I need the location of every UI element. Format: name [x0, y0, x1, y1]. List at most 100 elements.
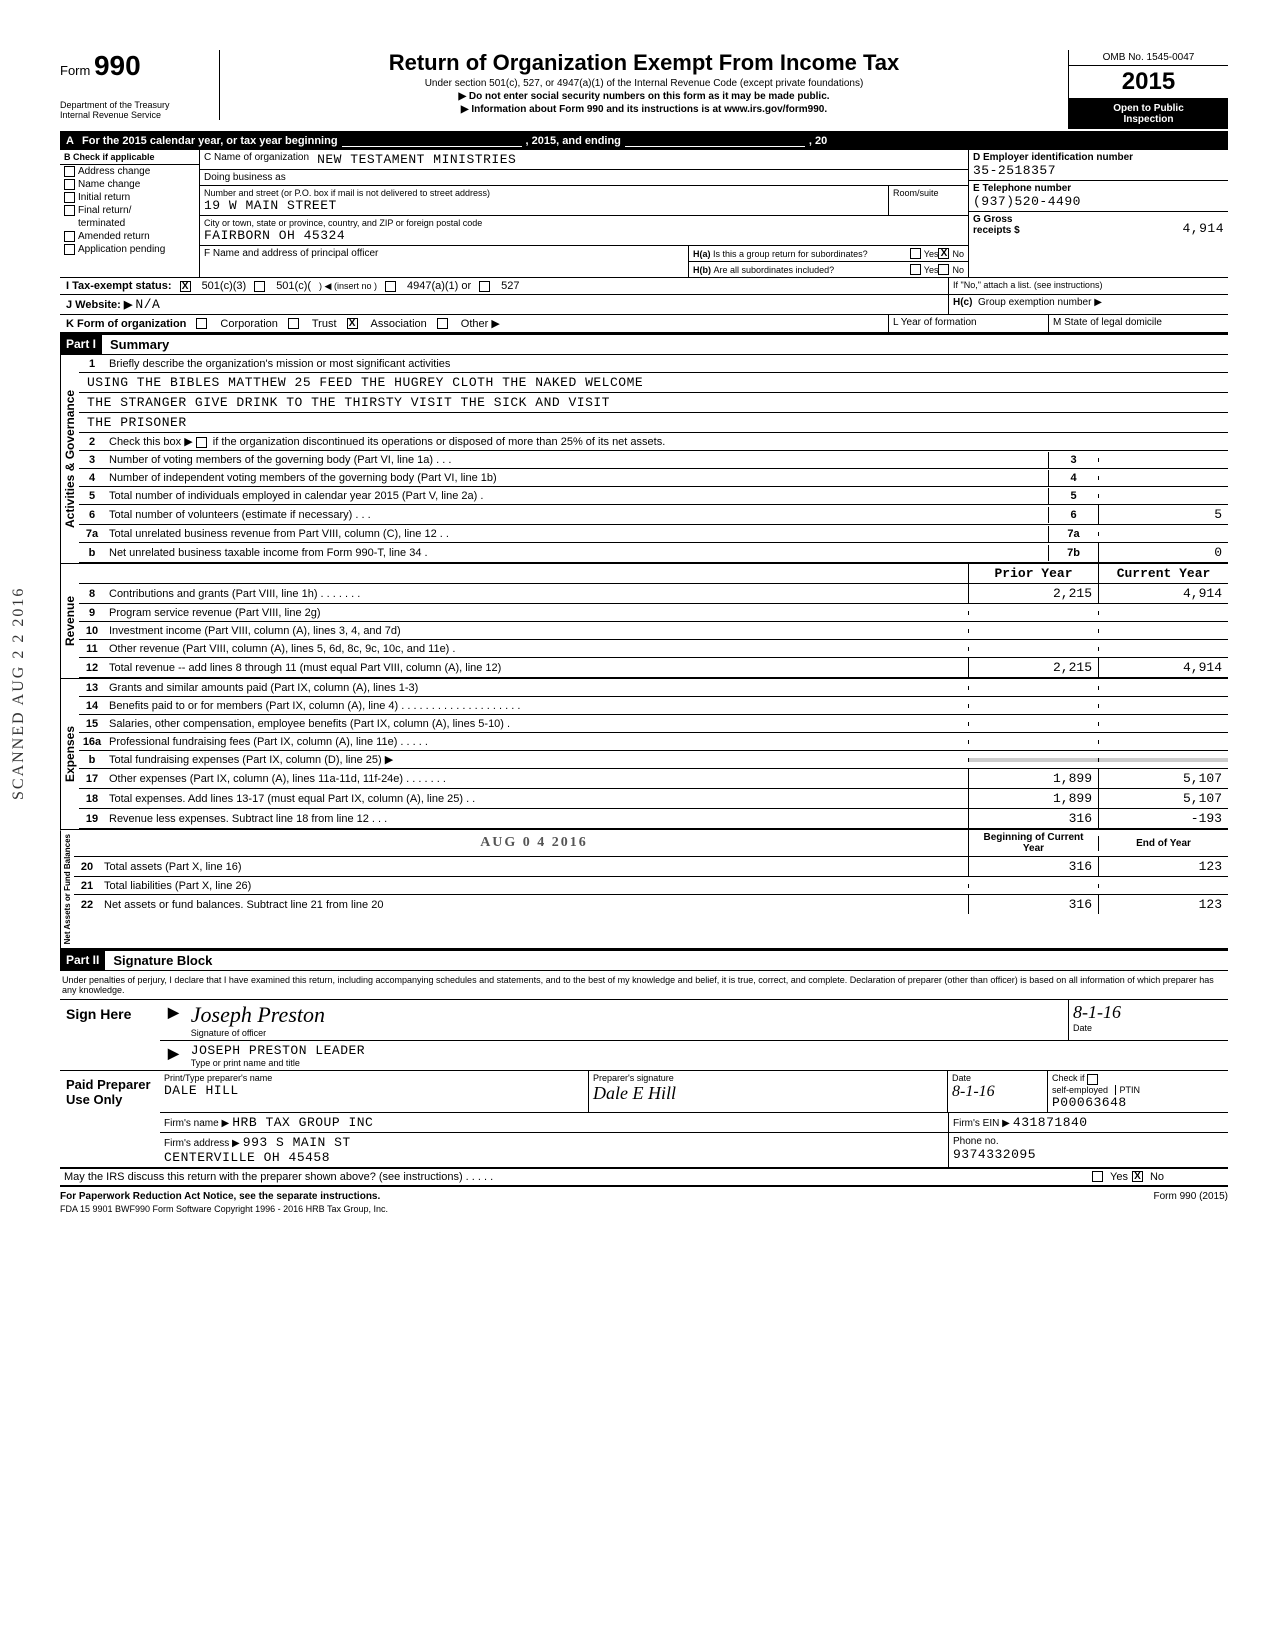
f-label: F Name and address of principal officer [204, 248, 684, 259]
chk-corp[interactable] [196, 318, 207, 329]
chk-discuss-no[interactable]: X [1132, 1171, 1143, 1182]
b-header: B Check if applicable [60, 150, 199, 165]
chk-self-employed[interactable] [1087, 1074, 1098, 1085]
chk-amended-return[interactable] [64, 231, 75, 242]
street-value: 19 W MAIN STREET [204, 198, 884, 213]
officer-signature: Joseph Preston [191, 1002, 1064, 1028]
omb-box: OMB No. 1545-0047 2015 Open to PublicIns… [1068, 50, 1228, 129]
part-1-body: Activities & Governance 1 Briefly descri… [60, 355, 1228, 563]
form-990-page: Form 990 Department of the Treasury Inte… [60, 50, 1228, 1216]
perjury-statement: Under penalties of perjury, I declare th… [60, 971, 1228, 1000]
chk-final-return[interactable] [64, 205, 75, 216]
line-a: A For the 2015 calendar year, or tax yea… [60, 133, 1228, 150]
form-header: Form 990 Department of the Treasury Inte… [60, 50, 1228, 133]
chk-other[interactable] [437, 318, 448, 329]
tax-year: 2015 [1069, 66, 1228, 99]
form-title: Return of Organization Exempt From Incom… [228, 50, 1060, 76]
received-stamp: AUG 0 4 2016 [480, 835, 588, 850]
chk-assoc[interactable]: X [347, 318, 358, 329]
form-subtitle: Under section 501(c), 527, or 4947(a)(1)… [228, 78, 1060, 89]
officer-name-title: JOSEPH PRESTON LEADER [191, 1043, 1224, 1058]
preparer-date: 8-1-16 [952, 1083, 1043, 1101]
dept-2: Internal Revenue Service [60, 110, 211, 120]
m-label: M State of legal domicile [1048, 315, 1228, 332]
section-c: C Name of organization NEW TESTAMENT MIN… [200, 150, 968, 277]
line-j: J Website: ▶ N/A H(c) Group exemption nu… [60, 295, 1228, 315]
vert-netassets: Net Assets or Fund Balances [60, 830, 74, 948]
city-label: City or town, state or province, country… [204, 218, 964, 228]
chk-501c[interactable] [254, 281, 265, 292]
firm-name: HRB TAX GROUP INC [232, 1115, 373, 1130]
form-number: 990 [94, 50, 141, 81]
footer-fda: FDA 15 9901 BWF990 Form Software Copyrig… [60, 1202, 1228, 1216]
chk-address-change[interactable] [64, 166, 75, 177]
chk-trust[interactable] [288, 318, 299, 329]
chk-discuss-yes[interactable] [1092, 1171, 1103, 1182]
firm-addr1: 993 S MAIN ST [243, 1135, 351, 1150]
website: N/A [135, 297, 160, 312]
chk-ha-yes[interactable] [910, 248, 921, 259]
city-value: FAIRBORN OH 45324 [204, 228, 964, 243]
bcd-block: B Check if applicable Address change Nam… [60, 150, 1228, 278]
scanned-stamp: SCANNED AUG 2 2 2016 [10, 587, 28, 800]
chk-hb-yes[interactable] [910, 264, 921, 275]
revenue-block: Revenue Prior Year Current Year 8Contrib… [60, 563, 1228, 678]
form-note-2: ▶ Information about Form 990 and its ins… [228, 104, 1060, 115]
chk-initial-return[interactable] [64, 192, 75, 203]
vert-expenses: Expenses [60, 679, 79, 829]
chk-501c3[interactable]: X [180, 281, 191, 292]
street-label: Number and street (or P.O. box if mail i… [204, 188, 884, 198]
omb-number: OMB No. 1545-0047 [1069, 50, 1228, 66]
open-inspection: Open to PublicInspection [1069, 99, 1228, 129]
form-note-1: ▶ Do not enter social security numbers o… [228, 91, 1060, 102]
line-a-text1: For the 2015 calendar year, or tax year … [82, 135, 338, 147]
paid-preparer-block: Paid Preparer Use Only Print/Type prepar… [60, 1071, 1228, 1168]
mission-3: THE PRISONER [79, 413, 1228, 432]
mission-2: THE STRANGER GIVE DRINK TO THE THIRSTY V… [79, 393, 1228, 412]
line-a-end: , 20 [809, 135, 827, 147]
vert-activities: Activities & Governance [60, 355, 79, 563]
e-label: E Telephone number [973, 183, 1224, 194]
part-1-header: Part I Summary [60, 333, 1228, 355]
sig-date: 8-1-16 [1073, 1002, 1224, 1023]
org-name: NEW TESTAMENT MINISTRIES [317, 152, 516, 167]
phone-value: (937)520-4490 [973, 194, 1224, 209]
irs-discuss-row: May the IRS discuss this return with the… [60, 1169, 1228, 1186]
vert-revenue: Revenue [60, 564, 79, 678]
chk-discontinued[interactable] [196, 437, 207, 448]
gross-receipts: 4,914 [1020, 221, 1224, 236]
ptin: P00063648 [1052, 1095, 1127, 1110]
chk-527[interactable] [479, 281, 490, 292]
line-i: I Tax-exempt status: X501(c)(3) 501(c)( … [60, 278, 1228, 295]
l-label: L Year of formation [888, 315, 1048, 332]
part-2-header: Part II Signature Block [60, 949, 1228, 971]
expenses-block: Expenses 13Grants and similar amounts pa… [60, 678, 1228, 829]
preparer-signature: Dale E Hill [593, 1083, 943, 1104]
footer: For Paperwork Reduction Act Notice, see … [60, 1186, 1228, 1202]
chk-hb-no[interactable] [938, 264, 949, 275]
title-box: Return of Organization Exempt From Incom… [220, 50, 1068, 115]
line-k: K Form of organization Corporation Trust… [60, 315, 1228, 333]
firm-phone: 9374332095 [953, 1147, 1036, 1162]
firm-addr2: CENTERVILLE OH 45458 [164, 1150, 330, 1165]
dba-label: Doing business as [200, 170, 968, 186]
dept-1: Department of the Treasury [60, 100, 211, 110]
form-prefix: Form [60, 63, 90, 78]
chk-name-change[interactable] [64, 179, 75, 190]
section-b: B Check if applicable Address change Nam… [60, 150, 200, 277]
line-a-mid: , 2015, and ending [526, 135, 621, 147]
d-label: D Employer identification number [973, 152, 1224, 163]
chk-ha-no[interactable]: X [938, 248, 949, 259]
c-label: C Name of organization [204, 152, 309, 167]
ein-value: 35-2518357 [973, 163, 1224, 178]
mission-1: USING THE BIBLES MATTHEW 25 FEED THE HUG… [79, 373, 1228, 392]
room-label: Room/suite [888, 186, 968, 215]
sign-here-block: Sign Here ▶ Joseph Preston Signature of … [60, 1000, 1228, 1071]
volunteers: 5 [1098, 505, 1228, 524]
chk-4947[interactable] [385, 281, 396, 292]
chk-application-pending[interactable] [64, 244, 75, 255]
netassets-block: Net Assets or Fund Balances AUG 0 4 2016… [60, 829, 1228, 949]
form-number-box: Form 990 Department of the Treasury Inte… [60, 50, 220, 120]
line-a-letter: A [66, 135, 82, 147]
hb-note: If "No," attach a list. (see instruction… [948, 278, 1228, 294]
